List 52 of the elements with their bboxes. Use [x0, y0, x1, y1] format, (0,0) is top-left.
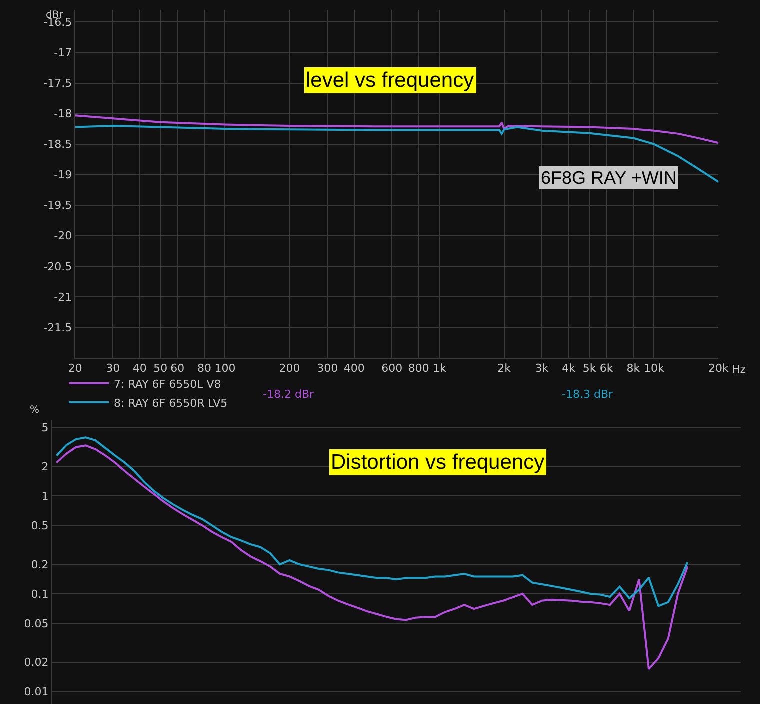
x-tick-label: 600: [382, 362, 403, 376]
y-tick-label: 0.5: [31, 519, 49, 532]
x-tick-label: 3k: [535, 362, 550, 376]
y-tick-label: 0.2: [31, 558, 49, 572]
y-tick-label: -21: [54, 290, 72, 304]
line-series: [56, 444, 689, 670]
x-tick-label: 100: [214, 362, 236, 376]
legend-label: 7: RAY 6F 6550L V8: [114, 378, 222, 391]
x-tick-label: 20k: [708, 362, 730, 376]
y-tick-label: 2: [42, 460, 49, 474]
x-tick-label: 10k: [644, 362, 665, 376]
x-tick-label: 5k: [582, 362, 597, 376]
x-tick-label: 40: [132, 362, 147, 376]
line-series: [56, 436, 689, 608]
y-tick-label: -18.5: [44, 138, 72, 152]
x-tick-label: 20: [68, 362, 82, 376]
y-tick-label: 1: [42, 490, 49, 503]
x-tick-label: 400: [344, 362, 365, 376]
x-tick-label: 60: [170, 362, 185, 376]
text: -18.3 dBr: [562, 388, 614, 401]
y-tick-label: 0.1: [31, 588, 49, 601]
y-axis-title: %: [30, 405, 40, 416]
y-tick-label: 0.01: [24, 686, 49, 699]
legend-label: 8: RAY 6F 6550R LV5: [114, 396, 228, 410]
y-tick-label: -17.5: [44, 77, 72, 90]
y-tick-label: -19.5: [44, 199, 72, 212]
x-tick-label: 80: [197, 362, 212, 376]
x-tick-label: 30: [106, 362, 120, 376]
x-tick-label: 300: [317, 362, 338, 376]
text: level vs frequency: [306, 69, 475, 92]
x-tick-label: 4k: [562, 362, 576, 376]
x-tick-label: 800: [408, 362, 430, 376]
y-tick-label: -18: [54, 108, 72, 121]
text: Distortion vs frequency: [331, 451, 546, 474]
y-tick-label: -20.5: [44, 260, 72, 274]
y-tick-label: -19: [54, 168, 72, 182]
annotation: 6F8G RAY +WIN: [541, 168, 677, 188]
x-tick-label: 2k: [498, 362, 512, 376]
y-tick-label: -16.5: [44, 16, 72, 30]
y-tick-label: 0.02: [24, 656, 49, 670]
y-tick-label: -17: [54, 46, 72, 60]
x-tick-label: 200: [279, 362, 300, 376]
y-tick-label: -21.5: [44, 321, 72, 334]
x-tick-label: 1k: [433, 362, 448, 376]
x-axis-title: Hz: [732, 363, 746, 376]
x-tick-label: 6k: [600, 362, 614, 376]
y-tick-label: 5: [42, 422, 49, 435]
x-tick-label: 8k: [626, 362, 641, 376]
x-tick-label: 50: [154, 362, 168, 376]
y-tick-label: 0.05: [24, 617, 49, 630]
y-tick-label: -20: [54, 230, 72, 243]
text: -18.2 dBr: [263, 388, 314, 401]
